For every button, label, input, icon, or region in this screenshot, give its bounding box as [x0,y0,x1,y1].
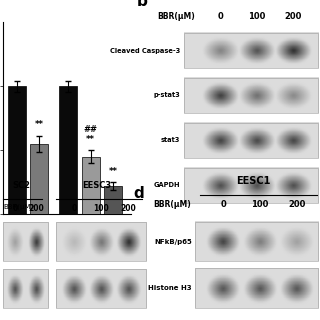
Bar [184,123,318,158]
Text: d: d [134,186,144,201]
Text: 100: 100 [93,204,109,213]
Text: 100: 100 [252,200,269,209]
Text: **: ** [35,120,44,129]
Bar [104,186,122,214]
Text: Cleaved Caspase-3: Cleaved Caspase-3 [110,48,180,53]
Text: b: b [137,0,148,9]
Text: GAPDH: GAPDH [154,182,180,188]
Text: **: ** [86,135,95,144]
Text: Histone H3: Histone H3 [148,285,192,291]
Text: BBR(μM): BBR(μM) [157,12,195,20]
Bar [184,78,318,113]
Text: 200: 200 [120,204,136,213]
Bar [82,157,100,214]
Bar [3,269,48,308]
Text: 0: 0 [12,204,18,213]
Text: p-stat3: p-stat3 [154,92,180,99]
Bar [195,268,318,308]
Text: SC2: SC2 [12,181,30,190]
Bar [8,86,26,214]
Bar [56,269,146,308]
Bar [3,222,48,261]
Bar [59,86,77,214]
Bar [56,222,146,261]
Text: 0: 0 [217,12,223,20]
Bar [184,33,318,68]
Bar [30,144,48,214]
Text: 200: 200 [288,200,305,209]
Text: EESC1: EESC1 [236,176,271,186]
Text: stat3: stat3 [161,137,180,143]
Text: BBR(μM): BBR(μM) [3,204,34,210]
Bar [195,222,318,261]
Text: NFkB/p65: NFkB/p65 [154,239,192,245]
Text: 0: 0 [71,204,76,213]
Text: BBR(μM): BBR(μM) [154,200,191,209]
Text: **: ** [109,167,118,176]
Text: 0: 0 [220,200,226,209]
Text: ##: ## [84,125,98,134]
Text: 200: 200 [285,12,302,20]
Bar [184,168,318,203]
Text: EESC3: EESC3 [82,181,111,190]
Text: 200: 200 [28,204,44,213]
Text: 100: 100 [248,12,266,20]
